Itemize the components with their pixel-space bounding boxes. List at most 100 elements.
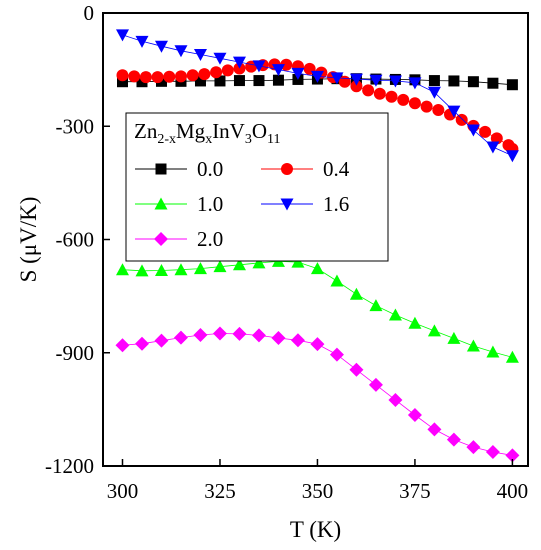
point-0-0-8 xyxy=(272,74,284,86)
point-1-6-10 xyxy=(310,70,324,83)
y-tick-label-0: 0 xyxy=(84,1,95,25)
x-axis-label: T (K) xyxy=(290,517,341,542)
x-tick-label-325: 325 xyxy=(204,479,236,503)
legend-title-sub2: x xyxy=(205,132,212,147)
point-2-0-14 xyxy=(388,392,403,407)
point-1-6-2 xyxy=(154,40,168,53)
point-1-6-3 xyxy=(174,45,188,58)
point-2-0-6 xyxy=(232,326,247,341)
point-1-0-2 xyxy=(154,263,168,276)
point-2-0-5 xyxy=(212,326,227,341)
point-2-0-0 xyxy=(115,338,130,353)
point-1-6-6 xyxy=(232,56,246,69)
point-1-6-14 xyxy=(388,75,402,88)
series-2-0 xyxy=(115,326,520,463)
point-2-0-8 xyxy=(271,331,286,346)
point-0-4-22 xyxy=(373,87,386,100)
legend-item-2-0: 2.0 xyxy=(135,227,223,251)
point-0-4-0 xyxy=(116,69,129,82)
point-0-4-32 xyxy=(490,132,503,145)
point-0-4-1 xyxy=(128,70,141,83)
point-1-0-14 xyxy=(388,308,402,321)
point-0-4-25 xyxy=(408,97,421,110)
point-0-4-24 xyxy=(397,93,410,106)
point-0-4-4 xyxy=(163,70,176,83)
point-2-0-13 xyxy=(368,377,383,392)
y-tick-label-900: -900 xyxy=(56,341,95,365)
legend-marker-1-0 xyxy=(154,197,168,210)
point-0-0-0 xyxy=(116,76,128,88)
point-1-0-7 xyxy=(252,256,266,269)
legend-label-1-0: 1.0 xyxy=(197,192,223,216)
point-1-0-17 xyxy=(447,331,461,344)
point-2-0-12 xyxy=(349,362,364,377)
point-1-6-19 xyxy=(486,141,500,154)
point-1-6-4 xyxy=(193,49,207,62)
point-0-0-4 xyxy=(194,75,206,87)
y-tick-label-1200: -1200 xyxy=(45,454,94,478)
point-0-0-5 xyxy=(214,75,226,87)
point-2-0-19 xyxy=(485,445,500,460)
point-0-0-18 xyxy=(467,76,479,88)
point-1-6-1 xyxy=(135,35,149,48)
legend-title-sub4: 11 xyxy=(267,132,280,147)
point-0-0-7 xyxy=(253,75,265,87)
legend-label-1-6: 1.6 xyxy=(323,192,349,216)
legend-title-sub3: 3 xyxy=(245,132,252,147)
point-0-4-21 xyxy=(362,84,375,97)
point-0-4-29 xyxy=(455,113,468,126)
point-0-0-6 xyxy=(233,75,245,87)
point-1-6-18 xyxy=(466,124,480,137)
point-0-4-20 xyxy=(350,80,363,93)
point-1-6-16 xyxy=(427,86,441,99)
point-2-0-3 xyxy=(173,330,188,345)
point-1-0-0 xyxy=(115,263,129,276)
point-1-6-11 xyxy=(330,72,344,85)
point-0-4-27 xyxy=(432,104,445,117)
point-1-0-12 xyxy=(349,287,363,300)
legend-title-zn: Zn xyxy=(134,119,158,143)
legend-title-o: O xyxy=(252,119,267,143)
point-0-4-8 xyxy=(210,66,223,79)
point-0-4-9 xyxy=(221,64,234,77)
legend-title-mg: Mg xyxy=(176,119,206,143)
legend-box xyxy=(125,112,389,262)
legend-item-0-0: 0.0 xyxy=(135,157,223,181)
point-1-6-8 xyxy=(271,64,285,77)
point-1-0-15 xyxy=(408,316,422,329)
y-tick-label-300: -300 xyxy=(56,114,95,138)
point-2-0-2 xyxy=(154,333,169,348)
point-1-0-3 xyxy=(174,263,188,276)
point-0-4-2 xyxy=(139,71,152,84)
series-1-0 xyxy=(115,254,519,363)
point-2-0-1 xyxy=(134,336,149,351)
point-0-4-5 xyxy=(174,70,187,83)
point-0-0-16 xyxy=(428,75,440,87)
point-0-4-23 xyxy=(385,90,398,103)
legend-item-1-0: 1.0 xyxy=(135,192,223,216)
point-1-0-16 xyxy=(427,324,441,337)
point-2-0-20 xyxy=(505,448,520,463)
point-1-0-13 xyxy=(369,299,383,312)
legend-label-0-0: 0.0 xyxy=(197,157,223,181)
legend: Zn2-xMgxInV3O11 0.0 0.4 1.0 1.6 2.0 xyxy=(125,112,389,262)
legend-marker-2-0 xyxy=(154,232,168,246)
point-1-6-7 xyxy=(252,60,266,73)
point-0-4-3 xyxy=(151,71,164,84)
point-1-6-9 xyxy=(291,67,305,80)
point-2-0-10 xyxy=(310,337,325,352)
point-1-6-5 xyxy=(213,52,227,65)
plot-area xyxy=(115,29,520,463)
point-0-0-19 xyxy=(487,77,499,89)
legend-title-inv: InV xyxy=(212,119,245,143)
point-0-0-17 xyxy=(448,75,460,87)
point-1-0-20 xyxy=(505,350,519,363)
point-2-0-11 xyxy=(329,347,344,362)
point-0-4-6 xyxy=(186,69,199,82)
point-1-0-9 xyxy=(291,255,305,268)
legend-title: Zn2-xMgxInV3O11 xyxy=(134,119,281,147)
x-tick-label-350: 350 xyxy=(302,479,334,503)
point-1-6-13 xyxy=(369,74,383,87)
point-2-0-7 xyxy=(251,328,266,343)
